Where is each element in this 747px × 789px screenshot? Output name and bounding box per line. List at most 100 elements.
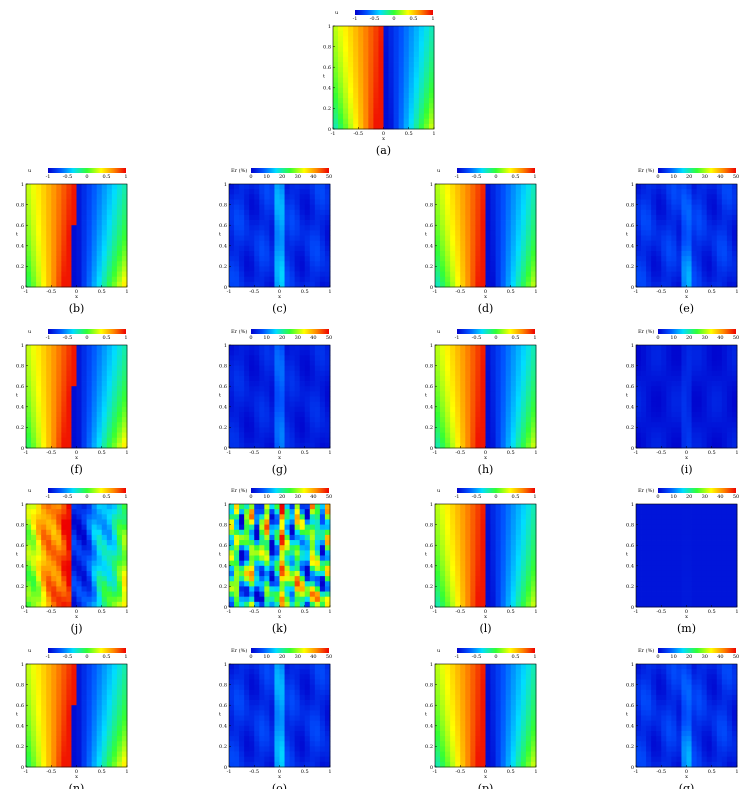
heatmap-cell <box>76 550 82 556</box>
heatmap-cell <box>299 355 306 361</box>
heatmap-cell <box>31 375 37 382</box>
heatmap-cell <box>304 209 311 216</box>
heatmap-cell <box>646 256 652 262</box>
heatmap-cell <box>731 432 738 439</box>
heatmap-cell <box>423 82 430 89</box>
heatmap-cell <box>46 266 52 272</box>
heatmap-cell <box>51 601 57 608</box>
heatmap-cell <box>284 504 290 510</box>
colorbar-title: Er (%) <box>231 167 247 174</box>
heatmap-cell <box>239 565 245 572</box>
heatmap-cell <box>36 504 42 510</box>
heatmap-cell <box>465 586 471 592</box>
heatmap-cell <box>445 194 451 200</box>
heatmap-cell <box>455 519 461 525</box>
heatmap-cell <box>701 432 708 439</box>
heatmap-cell <box>56 225 62 231</box>
heatmap-cell <box>525 427 532 433</box>
heatmap-cell <box>651 396 657 403</box>
heatmap-cell <box>299 199 306 205</box>
heatmap-cell <box>455 427 461 433</box>
heatmap-cell <box>485 350 491 356</box>
heatmap-cell <box>696 391 703 397</box>
heatmap-cell <box>111 565 118 572</box>
heatmap-cell <box>51 256 57 262</box>
heatmap-cell <box>51 524 57 531</box>
colorbar-tick-label: -1 <box>455 335 460 341</box>
heatmap-cell <box>31 204 37 211</box>
heatmap-cell <box>264 581 270 587</box>
heatmap-cell <box>656 442 662 449</box>
heatmap-cell <box>269 184 275 190</box>
heatmap-cell <box>71 266 77 272</box>
heatmap-cell <box>51 396 57 403</box>
heatmap-cell <box>500 375 507 382</box>
heatmap-cell <box>505 427 512 433</box>
heatmap-cell <box>445 411 451 418</box>
heatmap-cell <box>234 529 240 536</box>
heatmap-cell <box>319 230 326 236</box>
heatmap-cell <box>26 230 32 236</box>
heatmap-cell <box>480 417 486 423</box>
heatmap-cell <box>388 113 394 120</box>
heatmap-cell <box>91 189 98 195</box>
heatmap-cell <box>66 570 72 577</box>
heatmap-cell <box>455 271 461 278</box>
heatmap-cell <box>731 396 738 403</box>
heatmap-cell <box>373 72 379 78</box>
heatmap-cell <box>254 375 260 382</box>
heatmap-cell <box>254 524 260 531</box>
heatmap-cell <box>475 555 481 562</box>
heatmap-cell <box>413 41 420 47</box>
heatmap-cell <box>26 209 32 216</box>
heatmap-cell <box>279 417 285 423</box>
heatmap-cell <box>319 442 326 449</box>
heatmap-cell <box>51 189 57 195</box>
heatmap-cell <box>51 519 57 525</box>
heatmap-cell <box>470 545 476 551</box>
heatmap-cell <box>319 240 326 247</box>
heatmap-cell <box>485 245 491 252</box>
heatmap-cell <box>96 365 103 372</box>
heatmap-cell <box>51 529 57 536</box>
heatmap-cell <box>691 225 697 231</box>
heatmap-cell <box>249 250 255 257</box>
heatmap-cell <box>299 271 306 278</box>
heatmap-cell <box>234 271 240 278</box>
heatmap-cell <box>696 261 703 267</box>
heatmap-cell <box>264 422 270 428</box>
heatmap-cell <box>656 281 662 288</box>
heatmap-cell <box>378 123 384 130</box>
heatmap-cell <box>254 545 260 551</box>
heatmap-cell <box>475 345 481 351</box>
heatmap-cell <box>440 256 446 262</box>
heatmap-cell <box>480 396 486 403</box>
heatmap-cell <box>475 220 481 226</box>
heatmap-cell <box>259 225 265 231</box>
heatmap-cell <box>244 250 250 257</box>
heatmap-cell <box>651 391 657 397</box>
heatmap-cell <box>26 370 32 377</box>
heatmap-cell <box>716 189 723 195</box>
heatmap-cell <box>294 576 301 582</box>
heatmap-cell <box>96 529 103 536</box>
heatmap-cell <box>294 514 301 520</box>
heatmap-cell <box>249 345 255 351</box>
heatmap-cell <box>445 576 451 582</box>
heatmap-cell <box>96 406 103 413</box>
heatmap-cell <box>66 230 72 236</box>
heatmap-cell <box>46 225 52 231</box>
heatmap-cell <box>480 189 486 195</box>
heatmap-cell <box>304 345 311 351</box>
heatmap-cell <box>460 596 466 603</box>
heatmap-cell <box>480 509 486 515</box>
heatmap-cell <box>343 56 349 63</box>
heatmap-cell <box>475 225 481 231</box>
heatmap-cell <box>111 225 118 231</box>
heatmap-cell <box>91 550 98 556</box>
heatmap-cell <box>470 199 476 205</box>
heatmap-cell <box>259 540 265 546</box>
heatmap-cell <box>651 437 657 444</box>
heatmap-cell <box>726 442 733 449</box>
heatmap-cell <box>244 601 250 608</box>
